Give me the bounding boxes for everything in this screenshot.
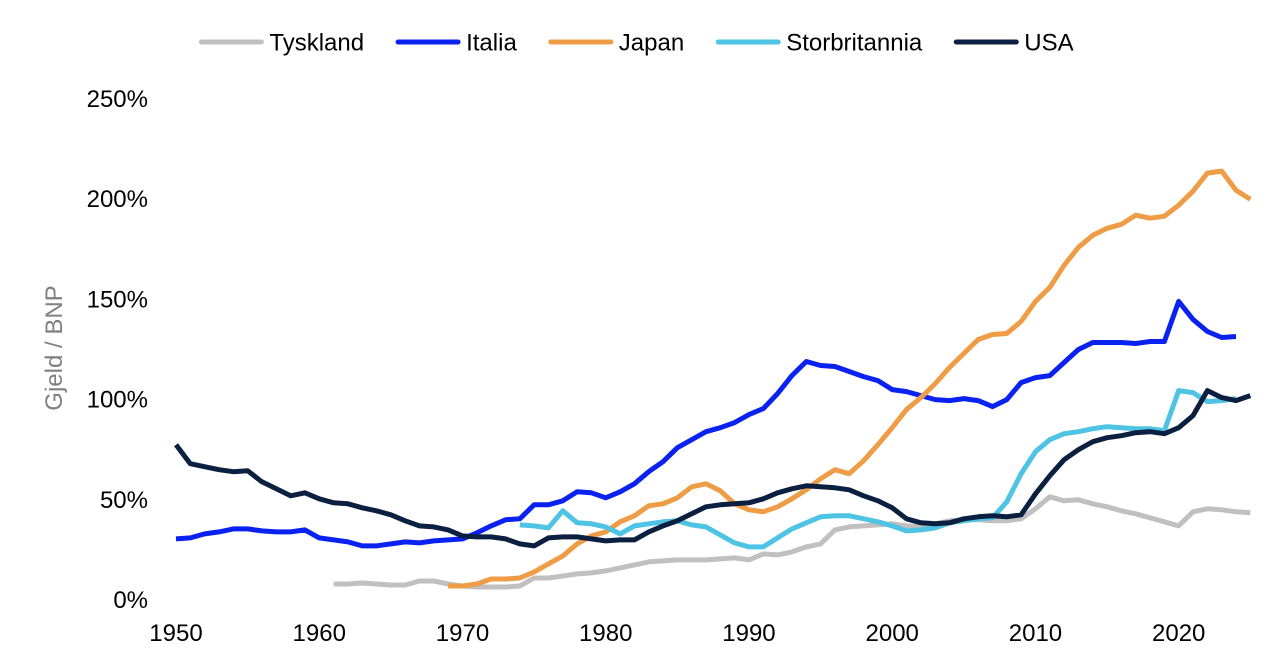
y-tick-label: 150% <box>87 286 148 313</box>
y-tick-label: 100% <box>87 387 148 414</box>
legend-label: Japan <box>619 29 684 56</box>
legend-label: Storbritannia <box>786 29 923 56</box>
x-axis-tick-labels: 1950 1960 1970 1980 1990 2000 2010 2020 <box>149 620 1205 647</box>
legend-item-italia: Italia <box>395 29 517 56</box>
legend-label: USA <box>1024 29 1073 56</box>
y-tick-label: 200% <box>87 186 148 213</box>
series-line-japan <box>448 168 1252 589</box>
series-line-usa <box>174 388 1252 549</box>
legend-item-japan: Japan <box>548 29 684 56</box>
legend-label: Tyskland <box>269 29 364 56</box>
x-tick-label: 2020 <box>1152 620 1205 647</box>
y-tick-label: 0% <box>113 587 148 614</box>
y-axis-tick-labels: 0% 50% 100% 150% 200% 250% <box>87 86 148 614</box>
legend-item-storbritannia: Storbritannia <box>715 29 923 56</box>
y-axis-title: Gjeld / BNP <box>41 285 68 410</box>
x-tick-label: 1960 <box>293 620 346 647</box>
series-line-italia <box>175 298 1237 549</box>
y-tick-label: 250% <box>87 86 148 113</box>
legend-item-usa: USA <box>953 29 1074 56</box>
x-tick-label: 1980 <box>579 620 632 647</box>
x-tick-label: 2010 <box>1009 620 1062 647</box>
x-tick-label: 1990 <box>722 620 775 647</box>
x-tick-label: 1970 <box>436 620 489 647</box>
series-lines <box>174 168 1252 590</box>
legend-item-tyskland: Tyskland <box>198 29 364 56</box>
series-line-storbritannia <box>519 388 1237 550</box>
legend: Tyskland Italia Japan Storbritannia USA <box>198 29 1074 56</box>
series-line-tyskland <box>333 494 1251 590</box>
x-tick-label: 2000 <box>866 620 919 647</box>
legend-label: Italia <box>466 29 517 56</box>
x-tick-label: 1950 <box>149 620 202 647</box>
y-tick-label: 50% <box>100 487 148 514</box>
